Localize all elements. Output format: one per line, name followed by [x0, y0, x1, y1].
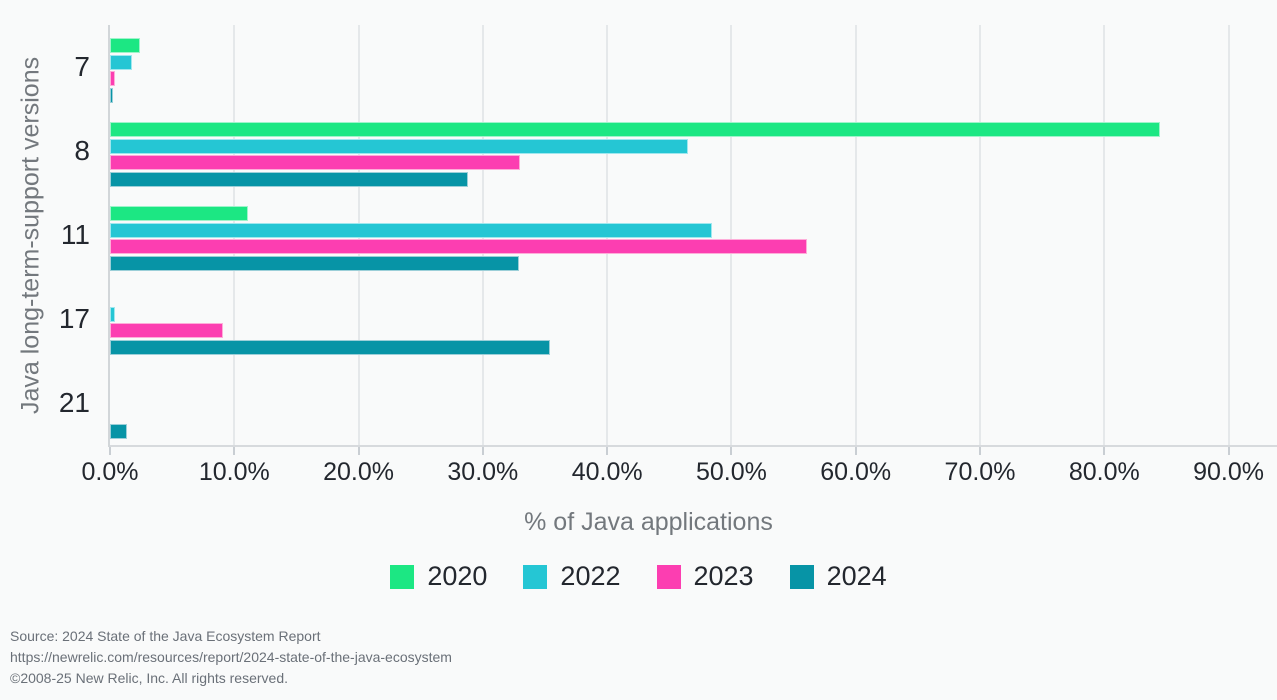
- bar-java21-2024: [110, 424, 128, 440]
- y-tick-label-java-17: 17: [58, 303, 90, 334]
- source-line: Source: 2024 State of the Java Ecosystem…: [10, 628, 321, 644]
- legend-item-2020[interactable]: 2020: [390, 561, 487, 592]
- x-tick-label-90.0%: 90.0%: [1193, 458, 1265, 486]
- x-tick-label-20.0%: 20.0%: [323, 458, 395, 486]
- bar-java17-2022: [110, 306, 115, 322]
- bar-java11-2024: [110, 256, 519, 272]
- copyright-line: ©2008-25 New Relic, Inc. All rights rese…: [10, 670, 288, 686]
- bar-java17-2024: [110, 340, 550, 356]
- x-tick-mark-0.0%: [109, 447, 111, 455]
- x-tick-mark-90.0%: [1227, 447, 1230, 455]
- bar-java8-2023: [110, 155, 521, 171]
- x-axis-title: % of Java applications: [524, 508, 773, 536]
- bar-java11-2020: [110, 206, 248, 221]
- x-tick-mark-60.0%: [854, 447, 857, 455]
- bar-java7-2023: [110, 71, 115, 87]
- x-axis-line: [110, 445, 1277, 447]
- x-tick-label-70.0%: 70.0%: [944, 458, 1016, 486]
- bar-java8-2024: [110, 172, 468, 188]
- y-tick-label-java-7: 7: [74, 51, 90, 82]
- plot-area: [110, 25, 1241, 445]
- x-tick-mark-10.0%: [233, 447, 236, 455]
- bar-java8-2020: [110, 122, 1161, 137]
- legend-item-2024[interactable]: 2024: [789, 561, 887, 592]
- x-tick-label-40.0%: 40.0%: [571, 458, 643, 486]
- y-tick-label-java-11: 11: [60, 219, 90, 250]
- legend-swatch-2022: [523, 564, 548, 589]
- legend-item-2023[interactable]: 2023: [656, 561, 754, 592]
- legend: 2020 2022 2023 2024: [0, 561, 1277, 592]
- legend-swatch-2023: [656, 564, 681, 589]
- source-attribution: Source: 2024 State of the Java Ecosystem…: [10, 626, 452, 689]
- y-tick-label-java-8: 8: [74, 135, 90, 166]
- bar-java11-2023: [110, 239, 808, 255]
- legend-label-2020: 2020: [427, 561, 488, 591]
- x-tick-label-80.0%: 80.0%: [1068, 458, 1140, 486]
- x-tick-label-30.0%: 30.0%: [447, 458, 519, 486]
- legend-label-2023: 2023: [693, 561, 754, 591]
- gridline-50.0%: [730, 25, 733, 445]
- y-axis-line: [108, 25, 110, 447]
- legend-swatch-2024: [789, 564, 814, 589]
- gridline-60.0%: [854, 25, 857, 445]
- x-tick-label-10.0%: 10.0%: [198, 458, 270, 486]
- legend-label-2024: 2024: [826, 561, 887, 591]
- x-tick-mark-40.0%: [606, 447, 609, 455]
- bar-java11-2022: [110, 222, 712, 238]
- x-tick-mark-80.0%: [1103, 447, 1106, 455]
- bar-java7-2020: [110, 38, 140, 53]
- x-tick-mark-70.0%: [979, 447, 981, 455]
- legend-item-2022[interactable]: 2022: [523, 561, 621, 592]
- x-tick-mark-50.0%: [730, 447, 733, 455]
- bar-java7-2022: [110, 54, 133, 70]
- source-url: https://newrelic.com/resources/report/20…: [10, 649, 452, 665]
- x-tick-label-0.0%: 0.0%: [81, 458, 139, 486]
- x-tick-mark-20.0%: [357, 447, 360, 455]
- x-tick-label-60.0%: 60.0%: [820, 458, 892, 486]
- legend-swatch-2020: [390, 564, 415, 589]
- x-tick-label-50.0%: 50.0%: [695, 458, 767, 486]
- bar-java8-2022: [110, 138, 688, 154]
- x-tick-mark-30.0%: [481, 447, 484, 455]
- gridline-70.0%: [979, 25, 981, 445]
- gridline-90.0%: [1227, 25, 1230, 445]
- legend-label-2022: 2022: [560, 561, 621, 591]
- y-tick-label-java-21: 21: [58, 387, 90, 418]
- bar-java7-2024: [110, 88, 113, 104]
- gridline-80.0%: [1103, 25, 1106, 445]
- bar-java17-2023: [110, 323, 224, 339]
